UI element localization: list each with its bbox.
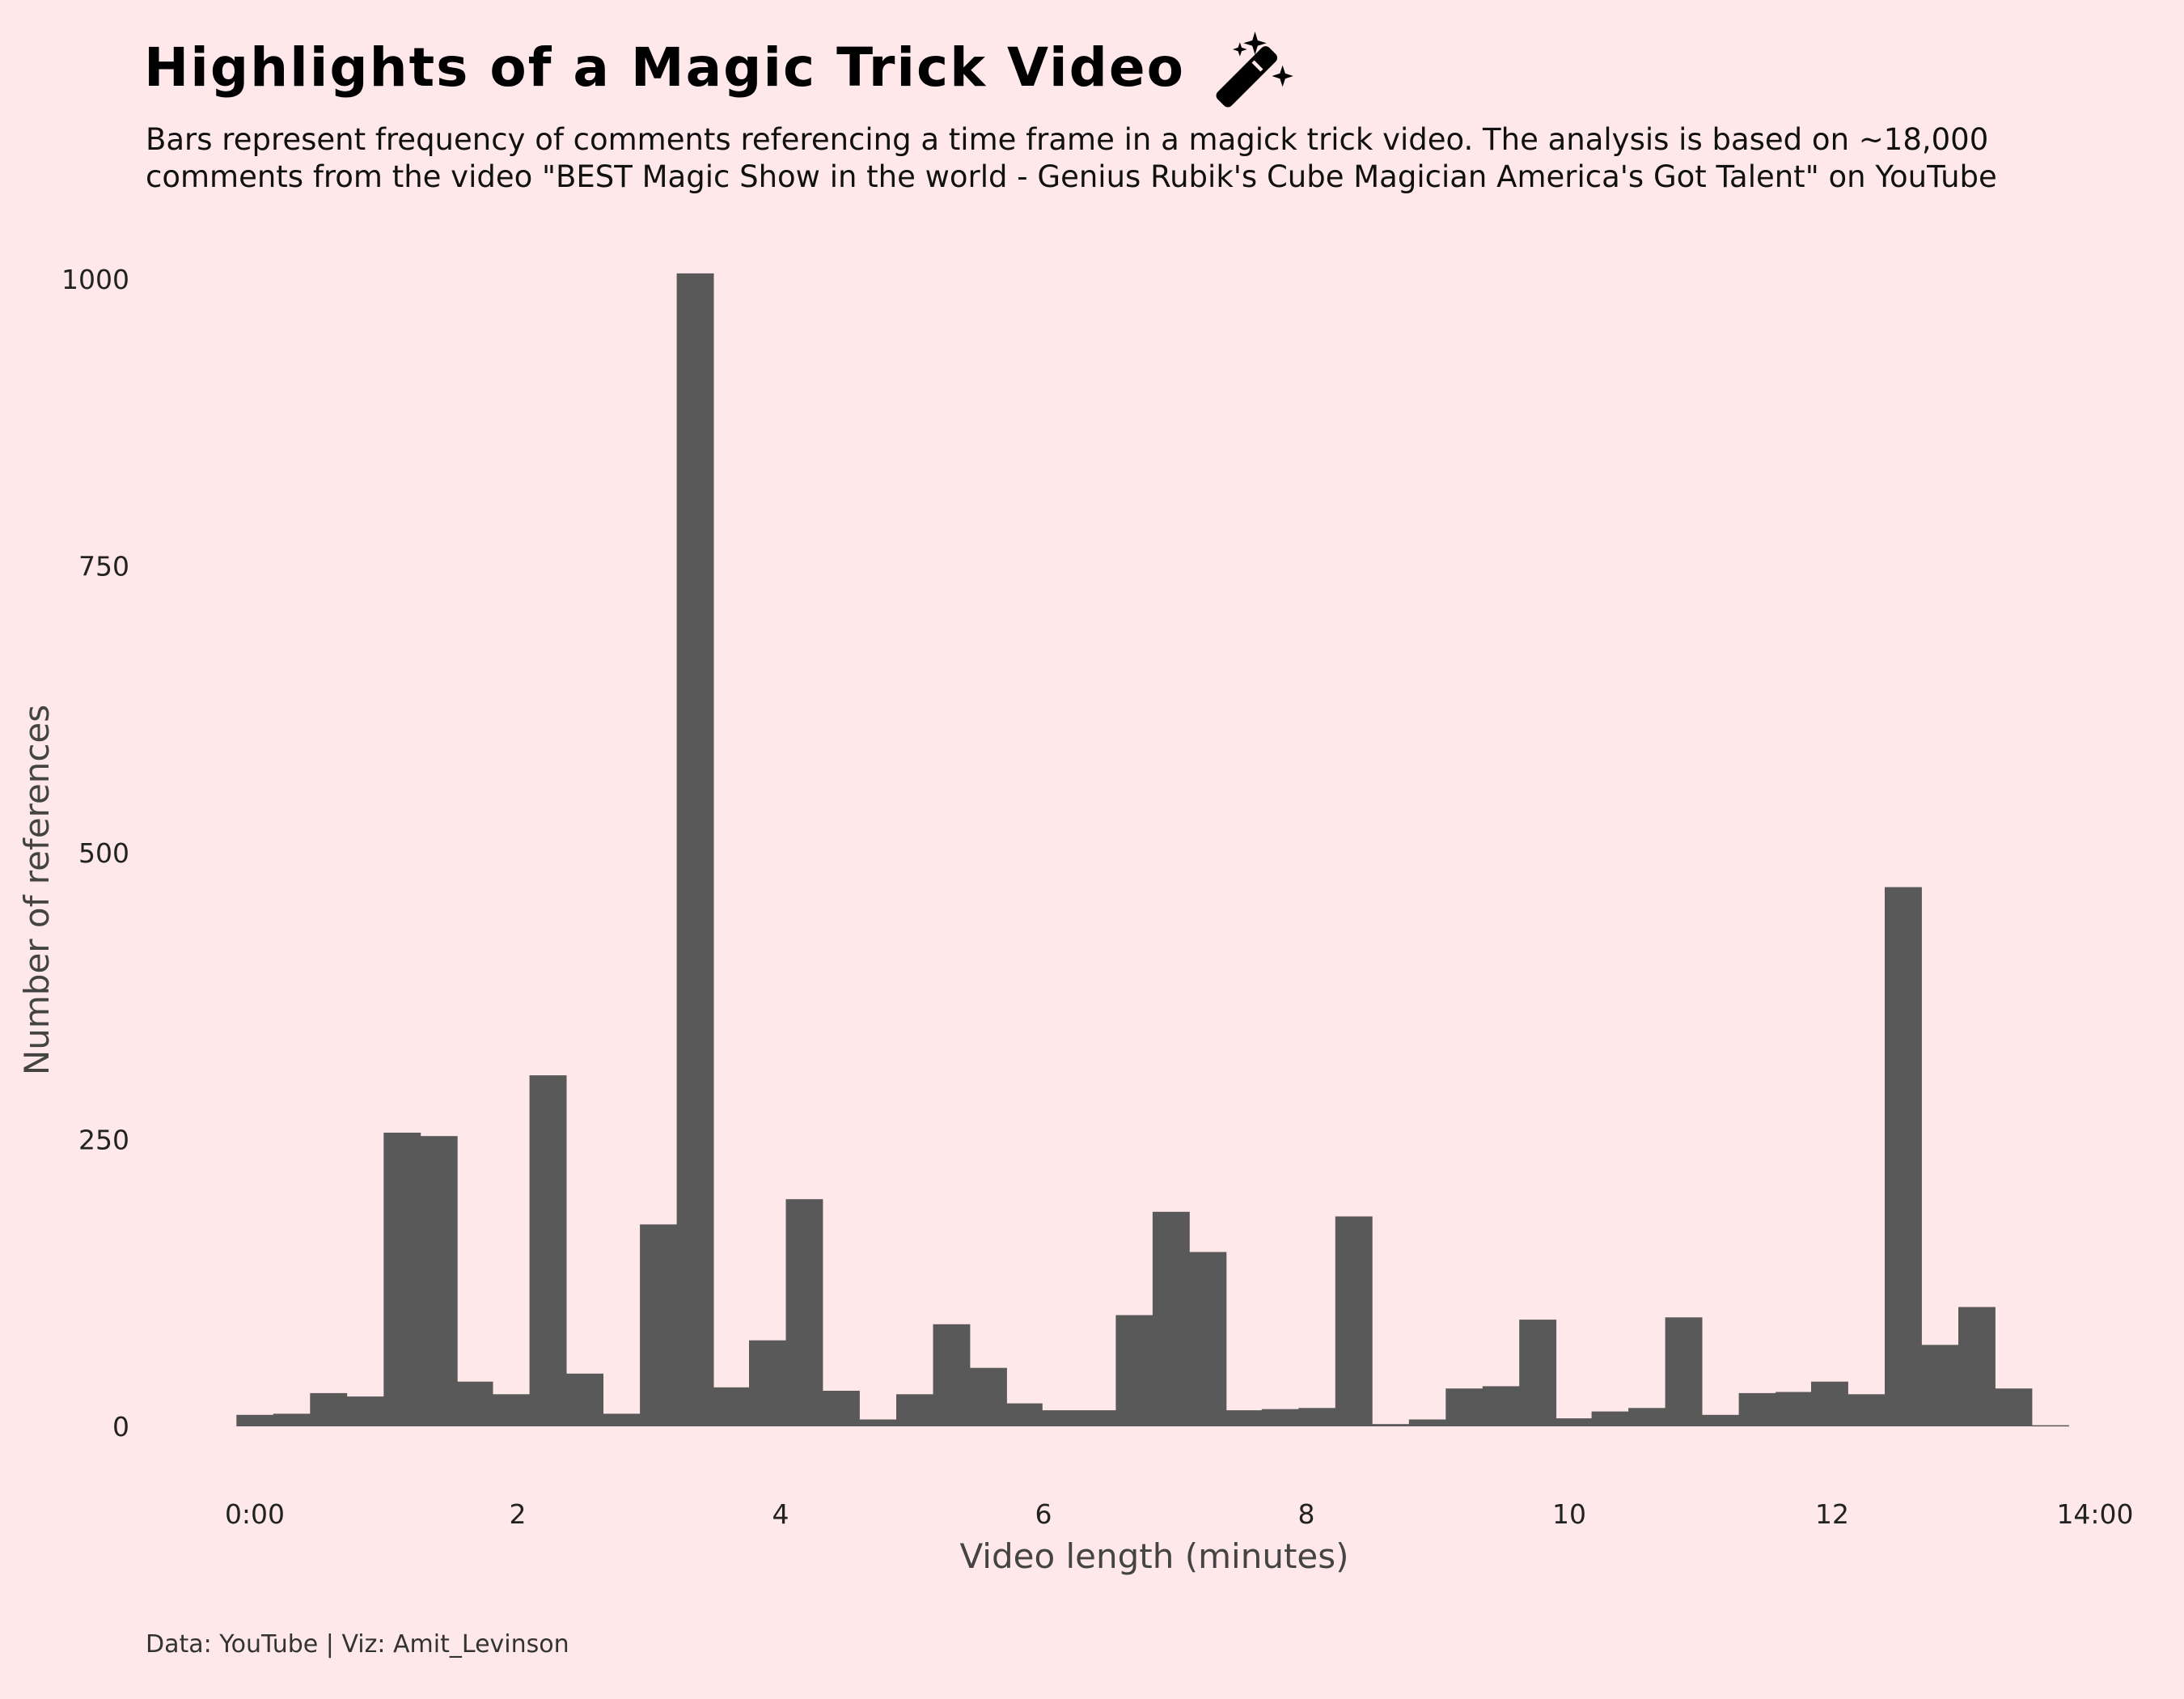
histogram-bar — [1591, 1411, 1629, 1426]
histogram-bar — [1335, 1216, 1373, 1426]
histogram-bar — [1555, 1418, 1592, 1426]
histogram-bar — [823, 1391, 860, 1426]
x-tick-label: 12 — [1815, 1498, 1849, 1530]
histogram-bar — [1519, 1320, 1557, 1426]
histogram-bar — [420, 1136, 458, 1426]
x-tick-label: 8 — [1298, 1498, 1315, 1530]
histogram-bar — [1482, 1386, 1520, 1426]
histogram-bar — [896, 1394, 933, 1426]
histogram-bar — [1225, 1410, 1263, 1426]
x-tick-label: 14:00 — [2056, 1498, 2133, 1530]
histogram-bar — [749, 1340, 786, 1426]
histogram-bar — [1811, 1381, 1848, 1426]
magic-wand-icon — [1216, 32, 1293, 108]
histogram-bar — [1042, 1410, 1080, 1426]
chart-title-text: Highlights of a Magic Trick Video — [144, 36, 1185, 99]
histogram-bar — [859, 1419, 897, 1426]
bars-layer — [236, 273, 2069, 1427]
x-tick-label: 6 — [1035, 1498, 1052, 1530]
y-axis-title: Number of references — [17, 705, 57, 1075]
histogram-bar — [1995, 1388, 2033, 1426]
histogram-bar — [1189, 1252, 1227, 1426]
histogram-bar — [1628, 1408, 1666, 1426]
x-axis-title: Video length (minutes) — [959, 1536, 1348, 1576]
histogram-bar — [346, 1396, 384, 1426]
chart-title: Highlights of a Magic Trick Video — [144, 23, 1295, 112]
histogram-bar — [1738, 1392, 1776, 1426]
histogram-bar — [2032, 1425, 2069, 1427]
x-axis-ticks: 0:00 2 4 6 8 10 12 14:00 — [225, 1498, 2134, 1530]
histogram-bar — [1702, 1414, 1739, 1426]
histogram-bar — [1115, 1315, 1153, 1426]
histogram-bar — [1665, 1317, 1703, 1426]
histogram-bar — [1848, 1394, 1886, 1426]
histogram-bar — [712, 1387, 750, 1426]
histogram-bar — [1078, 1410, 1116, 1426]
histogram-bar — [1958, 1307, 1996, 1426]
x-tick-label: 4 — [772, 1498, 789, 1530]
histogram-bar — [455, 1381, 493, 1426]
histogram-bar — [1372, 1424, 1410, 1426]
histogram-bar — [785, 1199, 823, 1426]
histogram-bar — [1298, 1408, 1336, 1426]
histogram-bar — [970, 1367, 1007, 1426]
y-tick-label: 250 — [78, 1125, 129, 1156]
histogram-bar — [1005, 1403, 1043, 1426]
histogram-bar — [1921, 1345, 1959, 1426]
histogram-bar — [1152, 1211, 1190, 1426]
histogram-bar — [640, 1224, 677, 1426]
histogram-bar — [676, 273, 714, 1426]
histogram-bar — [566, 1373, 603, 1426]
x-tick-label: 2 — [510, 1498, 527, 1530]
y-axis-ticks: 0 250 500 750 1000 — [61, 264, 129, 1443]
histogram-bar — [236, 1414, 274, 1426]
histogram-bar — [529, 1075, 567, 1426]
x-tick-label: 0:00 — [225, 1498, 285, 1530]
histogram-bar — [1445, 1388, 1484, 1426]
histogram-bar — [383, 1133, 421, 1426]
y-tick-label: 500 — [78, 837, 129, 869]
y-tick-label: 0 — [112, 1411, 129, 1443]
histogram-bar — [273, 1413, 311, 1426]
y-tick-label: 1000 — [61, 264, 129, 295]
histogram-bar — [1776, 1392, 1813, 1426]
chart-caption: Data: YouTube | Viz: Amit_Levinson — [146, 1630, 569, 1659]
histogram-bar — [1261, 1409, 1299, 1426]
histogram-bar — [310, 1392, 348, 1426]
histogram-bar — [933, 1324, 971, 1426]
x-tick-label: 10 — [1552, 1498, 1586, 1530]
histogram-bar — [493, 1394, 530, 1426]
histogram-bar — [1408, 1419, 1446, 1426]
y-tick-label: 750 — [78, 551, 129, 583]
histogram-bar — [603, 1413, 641, 1426]
chart-subtitle: Bars represent frequency of comments ref… — [146, 122, 1997, 194]
histogram-bar — [1885, 887, 1922, 1426]
